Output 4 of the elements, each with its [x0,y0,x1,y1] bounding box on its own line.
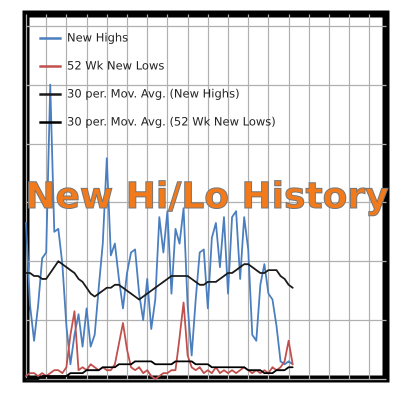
legend-label: 30 per. Mov. Avg. (52 Wk New Lows) [67,114,276,128]
legend-label: New Highs [67,30,128,44]
legend-label: 52 Wk New Lows [67,58,164,72]
legend-label: 30 per. Mov. Avg. (New Highs) [67,86,240,100]
